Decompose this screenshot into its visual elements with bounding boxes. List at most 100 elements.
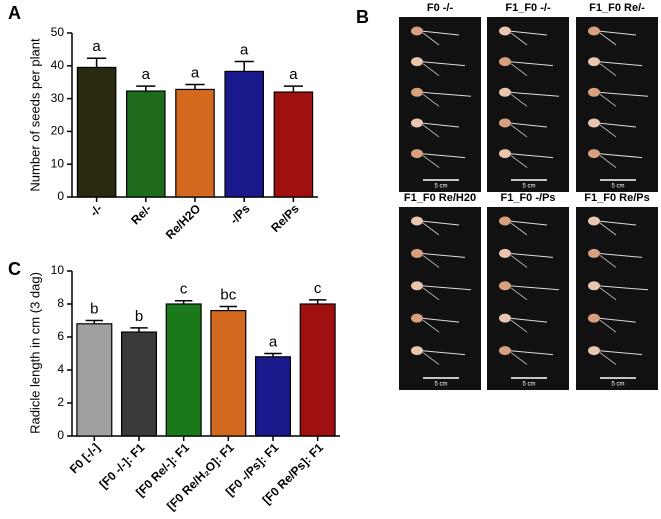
x-tick-label: Re/- [128, 201, 154, 227]
seedling-root [420, 350, 466, 356]
seed [588, 216, 600, 226]
significance-letter: a [142, 66, 151, 83]
seed [411, 26, 423, 36]
seed [411, 248, 423, 258]
photo [399, 207, 481, 390]
photo-title: F1_F0 Re/H20 [404, 192, 476, 204]
seedling-root [599, 255, 617, 268]
photo-title: F1_F0 Re/Ps [584, 192, 649, 204]
seedling-root [510, 319, 528, 333]
seedling-root [599, 32, 617, 46]
bar [299, 303, 336, 437]
seedling-root [599, 155, 617, 168]
error-bar [219, 305, 238, 311]
bar [175, 88, 215, 198]
panel-label: A [8, 3, 21, 23]
seedling-root [422, 32, 440, 46]
seedling-root [510, 287, 528, 301]
y-axis-label: Radicle length in cm (3 dag) [27, 272, 42, 434]
seedling-root [599, 352, 617, 365]
seedling-root [510, 222, 528, 236]
seedling-root [599, 124, 617, 138]
seedling-root [599, 287, 617, 301]
scale-label: 5 cm [522, 184, 535, 190]
seed [499, 346, 511, 356]
panel-label: B [356, 7, 369, 27]
seed [499, 313, 511, 323]
seedling-root [508, 153, 554, 159]
photo-title: F1_F0 -/Ps [500, 192, 555, 204]
x-tick-label: -/- [87, 201, 105, 219]
bar [120, 331, 158, 437]
seed [588, 346, 600, 356]
error-bar [136, 85, 156, 92]
bar [254, 356, 292, 437]
seedling-root [508, 122, 548, 128]
seedling-root [422, 352, 440, 365]
panel-label: C [8, 259, 21, 279]
seed [411, 281, 423, 291]
seedling-root [597, 61, 643, 67]
seedling-root [508, 220, 548, 226]
significance-letter: bc [220, 286, 236, 303]
seedling-root [510, 63, 528, 76]
bar [210, 310, 247, 437]
seedling-root [597, 122, 637, 128]
significance-letter: a [289, 66, 298, 83]
seedling-root [422, 93, 440, 107]
significance-letter: a [191, 64, 200, 81]
seedling-root [597, 317, 637, 323]
y-tick-label: 4 [57, 362, 64, 376]
seed [499, 26, 511, 36]
seedling-root [599, 319, 617, 333]
error-bar [130, 327, 148, 333]
photo-title: F0 -/- [427, 2, 454, 14]
significance-letter: b [135, 308, 143, 325]
seed [588, 57, 600, 67]
seedling-root [508, 317, 548, 323]
seed [411, 87, 423, 97]
seedling-root [510, 32, 528, 46]
seed [499, 248, 511, 258]
seedling-root [420, 285, 472, 291]
seedling-root [508, 285, 560, 291]
y-tick-label: 20 [51, 124, 65, 138]
error-bar [174, 299, 193, 304]
seedling-root [422, 287, 440, 301]
seedling-root [422, 222, 440, 236]
significance-letter: a [240, 42, 249, 59]
y-tick-label: 6 [57, 329, 64, 343]
seedling-root [422, 319, 440, 333]
y-tick-label: 8 [57, 296, 64, 310]
seedling-root [420, 91, 472, 97]
seedling-root [597, 30, 637, 36]
error-bar [264, 352, 282, 357]
seed [499, 149, 511, 159]
seed [411, 313, 423, 323]
scale-label: 5 cm [522, 382, 535, 388]
seedling-root [510, 352, 528, 365]
scale-label: 5 cm [434, 184, 447, 190]
seedling-root [599, 93, 617, 107]
seed [588, 149, 600, 159]
error-bar [234, 60, 254, 72]
photo [487, 207, 569, 390]
significance-letter: c [314, 280, 322, 297]
error-bar [283, 85, 303, 93]
y-tick-label: 0 [57, 428, 64, 442]
seedling-root [510, 93, 528, 107]
seed [499, 118, 511, 128]
error-bar [308, 299, 327, 304]
seedling-root [420, 61, 466, 67]
seedling-root [510, 155, 528, 168]
seedling-root [420, 252, 466, 258]
seedling-root [597, 220, 637, 226]
bar [76, 66, 117, 198]
scale-label: 5 cm [434, 382, 447, 388]
significance-letter: b [90, 300, 98, 317]
x-tick-label: Re/H2O [163, 201, 204, 242]
y-tick-label: 50 [51, 25, 65, 39]
seedling-root [510, 255, 528, 268]
seedling-root [422, 255, 440, 268]
